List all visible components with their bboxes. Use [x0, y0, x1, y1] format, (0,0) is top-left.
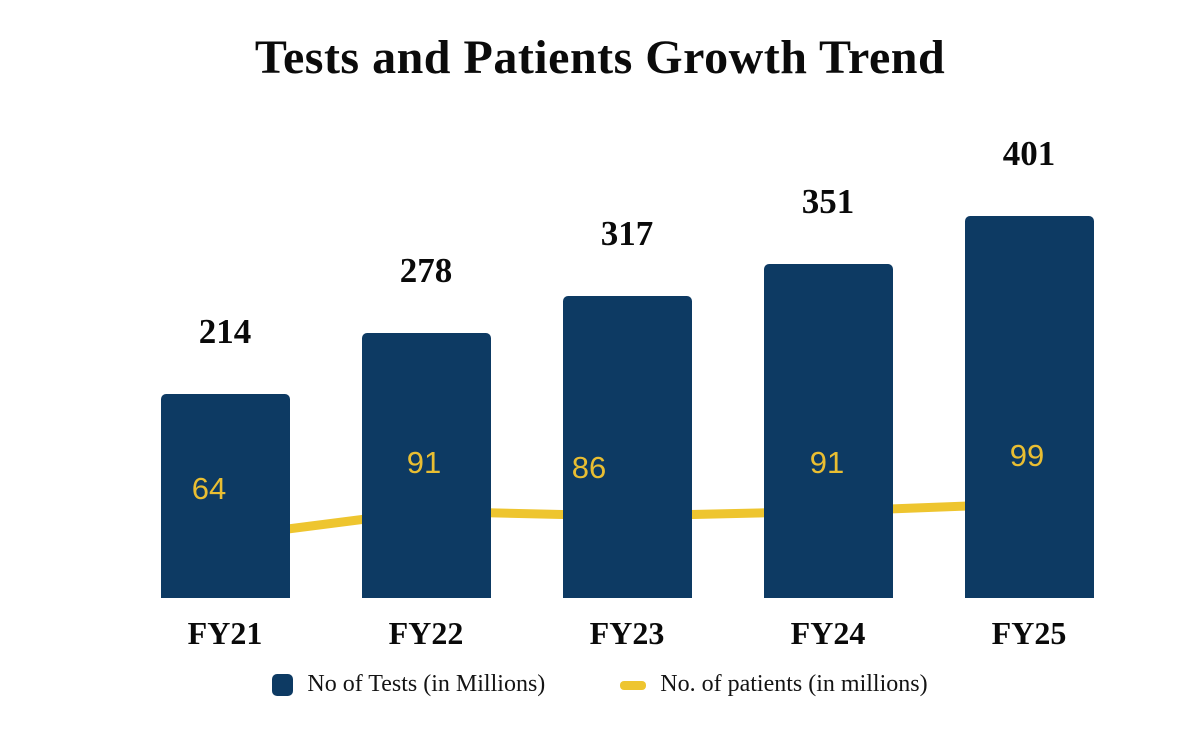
- patients-series-swatch-icon: [620, 681, 647, 690]
- bar-fy23: [562, 295, 692, 598]
- patients-value-label-fy24: 91: [809, 445, 845, 481]
- tests-value-label-fy25: 401: [1002, 133, 1056, 173]
- bar-fy24: [763, 263, 893, 598]
- bar-fy25: [964, 215, 1094, 598]
- chart-title: Tests and Patients Growth Trend: [254, 31, 946, 84]
- patients-value-label-fy22: 91: [406, 445, 442, 481]
- legend: No of Tests (in Millions) No. of patient…: [0, 671, 1200, 698]
- legend-item-tests: No of Tests (in Millions): [272, 671, 545, 698]
- patients-value-label-fy25: 99: [1009, 437, 1045, 473]
- legend-label-tests: No of Tests (in Millions): [307, 671, 546, 697]
- tests-value-label-fy24: 351: [801, 181, 855, 221]
- x-axis-label-fy23: FY23: [589, 615, 665, 651]
- x-axis-label-fy22: FY22: [388, 615, 464, 651]
- tests-value-label-fy22: 278: [399, 251, 453, 291]
- tests-series-swatch-icon: [272, 673, 294, 696]
- patients-value-label-fy21: 64: [191, 471, 227, 506]
- tests-value-label-fy23: 317: [600, 213, 654, 253]
- x-axis-label-fy24: FY24: [790, 615, 866, 651]
- tests-value-label-fy21: 214: [198, 312, 252, 352]
- legend-label-patients: No. of patients (in millions): [660, 671, 928, 697]
- x-axis-label-fy25: FY25: [991, 615, 1067, 651]
- legend-item-patients: No. of patients (in millions): [620, 671, 928, 698]
- patients-value-label-fy23: 86: [571, 450, 607, 485]
- bar-fy22: [361, 333, 491, 598]
- x-axis-label-fy21: FY21: [187, 615, 263, 651]
- bar-fy21: [160, 394, 290, 598]
